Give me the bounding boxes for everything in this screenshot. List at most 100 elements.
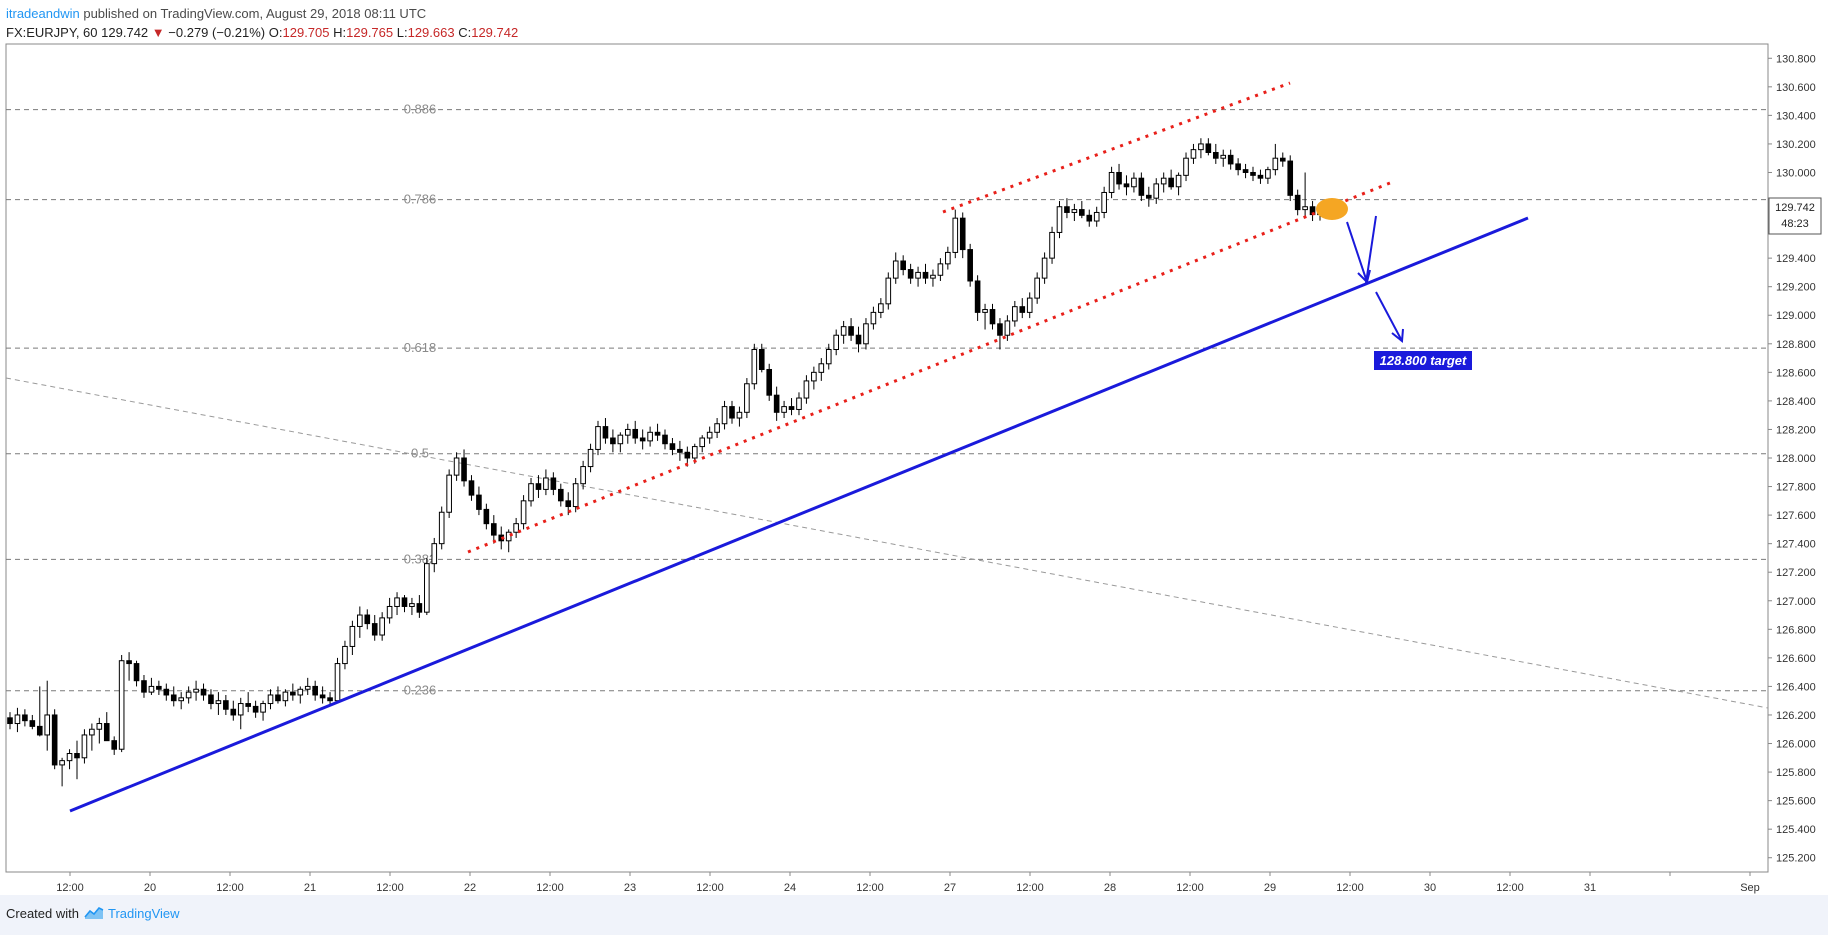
candle-71[interactable] <box>535 475 542 498</box>
candle-22[interactable] <box>170 686 177 707</box>
candle-6[interactable] <box>51 709 58 770</box>
candle-122[interactable] <box>915 266 921 287</box>
candle-90[interactable] <box>677 440 683 461</box>
candle-165[interactable] <box>1235 158 1241 176</box>
candle-19[interactable] <box>148 677 155 695</box>
candle-134[interactable] <box>1004 315 1011 341</box>
candle-155[interactable] <box>1160 172 1167 193</box>
candle-76[interactable] <box>572 477 579 513</box>
candle-157[interactable] <box>1175 172 1182 196</box>
candle-21[interactable] <box>163 683 170 701</box>
candle-120[interactable] <box>900 255 906 276</box>
gray-dashed-trendline[interactable] <box>5 377 1769 709</box>
candle-28[interactable] <box>215 692 222 715</box>
candle-136[interactable] <box>1019 298 1026 319</box>
candle-73[interactable] <box>550 472 557 496</box>
candle-88[interactable] <box>662 429 668 450</box>
time-axis[interactable]: 12:00 20 12:00 21 12:00 22 12:00 23 12:00 24 12:00… <box>56 872 1760 894</box>
candle-32[interactable] <box>245 692 251 713</box>
candle-68[interactable] <box>513 517 519 538</box>
candle-20[interactable] <box>156 680 162 695</box>
candle-103[interactable] <box>773 386 780 421</box>
candle-42[interactable] <box>319 686 326 704</box>
candle-106[interactable] <box>796 392 802 416</box>
candle-126[interactable] <box>945 246 951 270</box>
candle-16[interactable] <box>126 652 132 681</box>
candle-51[interactable] <box>386 597 393 624</box>
price-axis[interactable]: 130.800130.600130.400130.200130.000129.8… <box>1768 53 1816 865</box>
arrow-segment-down[interactable] <box>1346 221 1368 283</box>
candle-24[interactable] <box>185 686 192 704</box>
candle-61[interactable] <box>461 449 467 487</box>
candle-107[interactable] <box>803 375 810 404</box>
candle-102[interactable] <box>766 363 773 401</box>
candle-36[interactable] <box>275 686 281 704</box>
highlight-ellipse[interactable] <box>1316 198 1348 220</box>
candle-95[interactable] <box>714 418 720 439</box>
arrow-1[interactable] <box>1365 215 1377 284</box>
candle-15[interactable] <box>118 655 125 753</box>
candle-8[interactable] <box>66 749 73 770</box>
candle-118[interactable] <box>885 272 892 310</box>
candle-133[interactable] <box>997 318 1003 350</box>
candle-171[interactable] <box>1279 152 1286 167</box>
candle-140[interactable] <box>1049 226 1055 264</box>
candle-154[interactable] <box>1153 178 1160 204</box>
candle-26[interactable] <box>200 683 207 701</box>
candle-115[interactable] <box>863 318 869 350</box>
candle-167[interactable] <box>1250 166 1256 182</box>
candle-69[interactable] <box>520 495 527 530</box>
candle-84[interactable] <box>632 420 639 444</box>
candle-121[interactable] <box>907 263 914 284</box>
candle-59[interactable] <box>446 469 452 518</box>
candle-109[interactable] <box>818 358 825 381</box>
candle-54[interactable] <box>409 597 415 616</box>
candle-142[interactable] <box>1064 198 1070 219</box>
candle-72[interactable] <box>543 469 549 496</box>
candle-113[interactable] <box>848 318 854 341</box>
candle-52[interactable] <box>394 592 400 616</box>
candle-39[interactable] <box>297 686 304 704</box>
candle-30[interactable] <box>230 700 237 721</box>
candle-161[interactable] <box>1205 138 1212 156</box>
candle-62[interactable] <box>468 475 475 501</box>
candle-139[interactable] <box>1041 252 1048 284</box>
candle-13[interactable] <box>103 712 110 742</box>
candle-45[interactable] <box>342 640 348 670</box>
candle-85[interactable] <box>639 429 646 450</box>
candle-162[interactable] <box>1212 143 1219 164</box>
candle-0[interactable] <box>7 712 13 730</box>
candle-38[interactable] <box>290 683 296 701</box>
candle-14[interactable] <box>111 736 118 755</box>
candle-67[interactable] <box>505 529 512 553</box>
candle-128[interactable] <box>959 212 966 259</box>
candle-89[interactable] <box>669 438 676 456</box>
target-label-box[interactable] <box>1374 351 1472 370</box>
candle-11[interactable] <box>89 723 95 751</box>
candle-127[interactable] <box>952 209 959 259</box>
candle-5[interactable] <box>44 680 51 751</box>
candle-100[interactable] <box>751 343 758 390</box>
author-link[interactable]: itradeandwin <box>6 6 80 21</box>
candle-49[interactable] <box>371 615 378 641</box>
candle-96[interactable] <box>721 400 728 430</box>
candle-104[interactable] <box>781 400 787 419</box>
symbol-label[interactable]: FX:EURJPY, 60 <box>6 25 98 40</box>
candle-74[interactable] <box>557 483 564 507</box>
candle-138[interactable] <box>1034 272 1040 304</box>
candle-77[interactable] <box>580 460 586 490</box>
candle-79[interactable] <box>595 420 601 456</box>
candle-50[interactable] <box>379 612 385 641</box>
candle-53[interactable] <box>401 595 408 613</box>
candle-56[interactable] <box>424 557 430 616</box>
candle-86[interactable] <box>647 426 653 447</box>
candle-116[interactable] <box>870 306 877 330</box>
candle-141[interactable] <box>1056 201 1063 239</box>
candle-158[interactable] <box>1183 152 1189 182</box>
candle-29[interactable] <box>223 694 229 715</box>
candle-174[interactable] <box>1302 172 1308 219</box>
candle-31[interactable] <box>237 697 244 730</box>
candle-168[interactable] <box>1257 169 1264 184</box>
candle-125[interactable] <box>937 258 944 281</box>
